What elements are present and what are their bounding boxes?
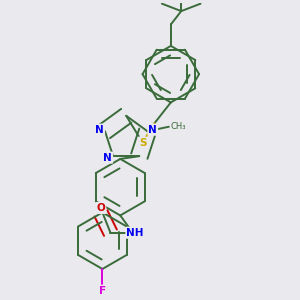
Text: N: N — [148, 125, 157, 135]
Text: S: S — [139, 138, 146, 148]
Text: N: N — [95, 125, 104, 135]
Text: O: O — [97, 203, 105, 213]
Text: NH: NH — [126, 228, 144, 238]
Text: N: N — [103, 153, 112, 163]
Text: F: F — [99, 286, 106, 296]
Text: CH₃: CH₃ — [170, 122, 186, 131]
